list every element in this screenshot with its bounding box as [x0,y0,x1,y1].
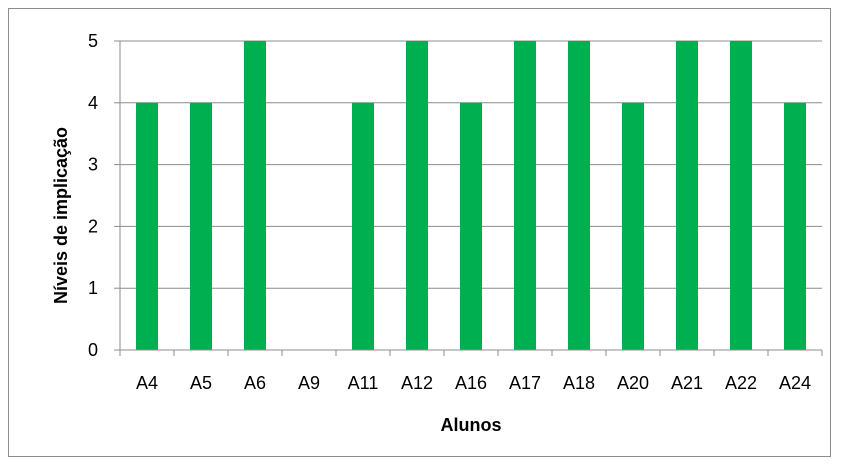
bar-A11 [352,102,374,350]
x-tick-label: A5 [190,373,212,393]
y-tick-label: 0 [88,340,98,360]
x-axis-title: Alunos [441,415,502,435]
bar-A16 [460,102,482,350]
x-tick-labels: A4 A5 A6 A9 A11 A12 A16 A17 A18 A20 A21 A22 A24 [136,373,811,393]
y-axis-title: Níveis de implicação [51,127,71,304]
x-tick-label: A18 [563,373,595,393]
x-tick-label: A12 [401,373,433,393]
bar-A5 [190,102,212,350]
x-tick-label: A16 [455,373,487,393]
x-tick-label: A9 [298,373,320,393]
y-tick-label: 4 [88,93,98,113]
x-tick-label: A24 [779,373,811,393]
x-tick-label: A21 [671,373,703,393]
bar-A20 [622,102,644,350]
x-tick-label: A17 [509,373,541,393]
x-tick-label: A4 [136,373,158,393]
axes [114,40,823,356]
bar-A18 [568,41,590,350]
bar-A22 [730,41,752,350]
bar-A12 [406,41,428,350]
y-tick-label: 2 [88,216,98,236]
x-tick-label: A6 [244,373,266,393]
bar-A21 [676,41,698,350]
bar-A17 [514,41,536,350]
bar-A4 [136,102,158,350]
x-tick-label: A11 [348,373,379,393]
x-tick-label: A22 [725,373,757,393]
x-tick-label: A20 [617,373,649,393]
y-tick-label: 1 [88,278,98,298]
y-tick-label: 5 [88,31,98,51]
y-tick-label: 3 [88,155,98,175]
bars [136,41,806,350]
bar-A6 [244,41,266,350]
y-tick-labels: 0 1 2 3 4 5 [88,31,98,360]
bar-A24 [784,102,806,350]
